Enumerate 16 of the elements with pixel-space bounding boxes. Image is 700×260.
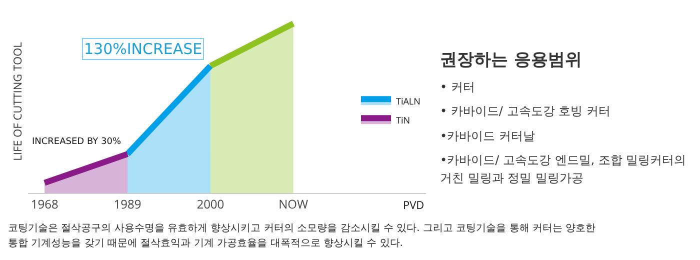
x-tick-label: 1989 (114, 195, 142, 212)
legend-label: TiN (396, 114, 410, 127)
annotation: INCREASED BY 30% (32, 137, 122, 147)
x-tick-label: 1968 (30, 195, 58, 212)
text: • 카바이드/ 고속도강 호빙 커터 (440, 103, 612, 120)
legend-label: TiALN (396, 94, 420, 108)
annotation: 130%INCREASE (84, 40, 202, 58)
text: •카바이드 커터날 (440, 128, 536, 145)
x-tick-label: NOW (278, 195, 308, 212)
x-tick-label: 2000 (196, 195, 224, 212)
text: 코팅기술은 절삭공구의 사용수명을 유효하게 향상시키고 커터의 소모량을 감소시킬 수 있다. 그리고 코팅기술을 통해 커터는 양호한 통합 기계성능을 갖기 때문에 절삭효익과 기계 가공효율을 대폭적으로 향상시킬 수 있다. (8, 222, 597, 250)
text: 권장하는 응용범위 (440, 49, 583, 71)
y-axis-title: LIFE OF CUTTING TOOL (10, 42, 26, 161)
text: PVD (403, 198, 424, 213)
text: •카바이드/ 고속도강 엔드밀, 조합 밀링커터의 거친 밀링과 정밀 밀링가공 (440, 152, 688, 187)
text: • 커터 (440, 79, 476, 96)
